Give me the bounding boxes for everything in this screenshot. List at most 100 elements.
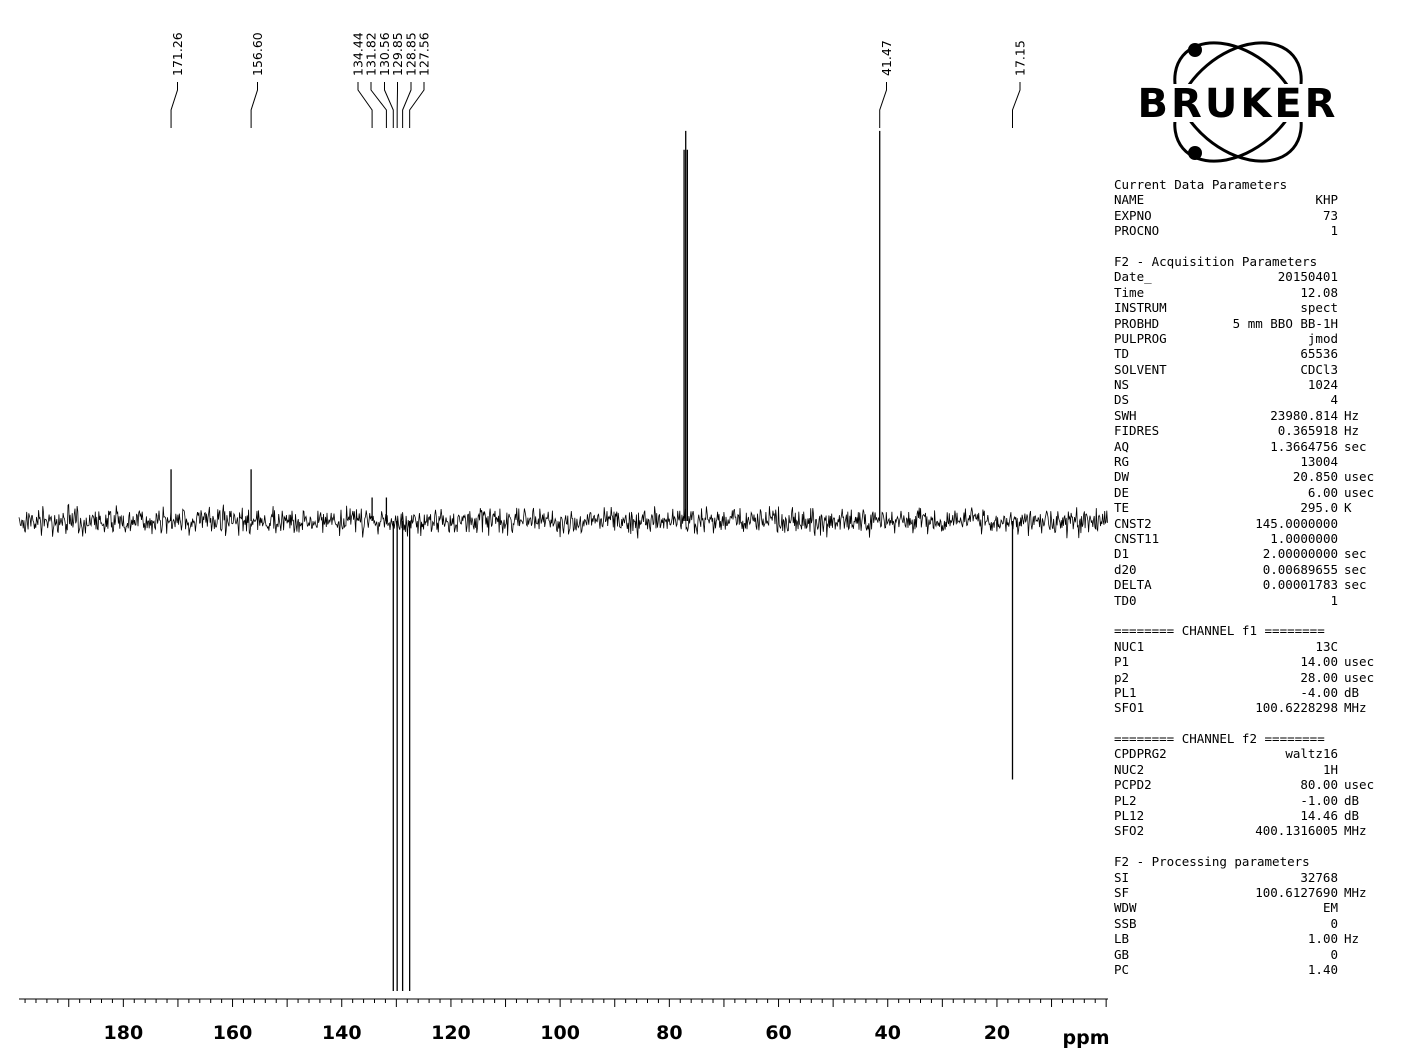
- param-row: PULPROG jmod: [1114, 331, 1426, 346]
- param-row: d20 0.00689655 sec: [1114, 562, 1426, 577]
- param-name: Time: [1114, 284, 1145, 300]
- param-name: SOLVENT: [1114, 361, 1167, 377]
- param-name: NAME: [1114, 192, 1145, 208]
- baseline-noise-trace: [18, 503, 1108, 539]
- param-section-title: F2 - Acquisition Parameters: [1114, 253, 1318, 269]
- param-row: SFO1 100.6228298 MHz: [1114, 700, 1426, 715]
- param-row: NAME KHP: [1114, 192, 1426, 207]
- param-name: NUC2: [1114, 761, 1145, 777]
- param-unit: Hz: [1344, 423, 1360, 439]
- param-name: EXPNO: [1114, 207, 1152, 223]
- param-name: P1: [1114, 654, 1130, 670]
- param-value: 4: [1330, 392, 1338, 408]
- peak-leader-3: [370, 82, 387, 128]
- param-unit: Hz: [1344, 407, 1360, 423]
- param-row: NS 1024: [1114, 377, 1426, 392]
- param-unit: usec: [1344, 469, 1375, 485]
- param-name: DE: [1114, 484, 1130, 500]
- param-value: 80.00: [1300, 777, 1338, 793]
- param-name: CNST2: [1114, 515, 1152, 531]
- param-row: FIDRES 0.365918 Hz: [1114, 423, 1426, 438]
- param-unit: sec: [1344, 438, 1367, 454]
- param-row: AQ 1.3664756 sec: [1114, 439, 1426, 454]
- param-row: PL12 14.46 dB: [1114, 808, 1426, 823]
- param-value: 12.08: [1300, 284, 1338, 300]
- param-row: PROBHD 5 mm BBO BB-1H: [1114, 316, 1426, 331]
- peak-leader-8: [879, 82, 887, 128]
- param-name: TD: [1114, 346, 1130, 362]
- param-name: SF: [1114, 884, 1130, 900]
- param-unit: MHz: [1344, 700, 1367, 716]
- param-row: TD0 1: [1114, 593, 1426, 608]
- param-name: SI: [1114, 869, 1130, 885]
- param-value: 6.00: [1307, 484, 1338, 500]
- param-name: PULPROG: [1114, 330, 1167, 346]
- peak-label-6: 128.85: [404, 32, 419, 76]
- x-tick-label: 140: [322, 1022, 362, 1044]
- param-name: TD0: [1114, 592, 1137, 608]
- peak-leader-9: [1012, 82, 1021, 128]
- param-row: SSB 0: [1114, 916, 1426, 931]
- peak-label-8: 41.47: [879, 40, 894, 76]
- param-value: 32768: [1300, 869, 1338, 885]
- param-section-title: Current Data Parameters: [1114, 177, 1288, 192]
- param-name: p2: [1114, 669, 1130, 685]
- logo-dot-bottom: [1188, 146, 1202, 160]
- param-value: 20150401: [1277, 269, 1338, 285]
- param-name: PL2: [1114, 792, 1137, 808]
- param-value: 28.00: [1300, 669, 1338, 685]
- param-row: p2 28.00 usec: [1114, 670, 1426, 685]
- param-value: 0.00689655: [1262, 561, 1338, 577]
- param-value: 65536: [1300, 346, 1338, 362]
- param-name: LB: [1114, 931, 1130, 947]
- param-unit: sec: [1344, 546, 1367, 562]
- param-value: jmod: [1307, 330, 1338, 346]
- param-name: DW: [1114, 469, 1130, 485]
- logo-orbit-2: [1173, 41, 1303, 163]
- param-value: waltz16: [1285, 746, 1338, 762]
- param-name: DS: [1114, 392, 1130, 408]
- param-name: WDW: [1114, 900, 1137, 916]
- param-unit: MHz: [1344, 823, 1367, 839]
- param-name: PL1: [1114, 684, 1137, 700]
- logo-orbit-1: [1173, 41, 1303, 163]
- param-value: 145.0000000: [1255, 515, 1338, 531]
- param-value: 0: [1330, 946, 1338, 962]
- data-parameters-panel: Current Data Parameters NAME KHP EXPNO 73 PRO…: [1114, 177, 1426, 977]
- param-row: PCPD2 80.00 usec: [1114, 777, 1426, 792]
- param-unit: sec: [1344, 577, 1367, 593]
- x-axis-label: ppm: [1063, 1027, 1110, 1049]
- x-tick-label: 100: [540, 1022, 580, 1044]
- param-value: 0.365918: [1277, 423, 1338, 439]
- param-name: GB: [1114, 946, 1130, 962]
- nmr-spectrum-chart: 171.26 156.60 134.44131.82130.56129.85128.…: [18, 32, 1110, 1049]
- param-value: 1: [1330, 592, 1338, 608]
- param-value: 1: [1330, 223, 1338, 239]
- param-name: SFO1: [1114, 700, 1145, 716]
- param-row: SFO2 400.1316005 MHz: [1114, 823, 1426, 838]
- param-name: CPDPRG2: [1114, 746, 1167, 762]
- peak-label-2: 134.44: [351, 32, 366, 76]
- logo-wordmark: BRUKER: [1138, 81, 1339, 127]
- param-row: WDW EM: [1114, 900, 1426, 915]
- param-unit: Hz: [1344, 931, 1360, 947]
- param-value: 20.850: [1292, 469, 1338, 485]
- param-name: AQ: [1114, 438, 1130, 454]
- param-value: 0.00001783: [1262, 577, 1338, 593]
- peak-leader-0: [170, 82, 178, 128]
- param-name: SSB: [1114, 915, 1137, 931]
- param-value: -4.00: [1300, 684, 1338, 700]
- peak-leader-2: [357, 82, 373, 128]
- param-unit: usec: [1344, 669, 1375, 685]
- param-value: 1.40: [1307, 961, 1338, 977]
- logo-dot-top: [1188, 43, 1202, 57]
- param-row: LB 1.00 Hz: [1114, 931, 1426, 946]
- param-name: d20: [1114, 561, 1137, 577]
- param-section-title: ======== CHANNEL f1 ========: [1114, 623, 1325, 639]
- param-value: 2.00000000: [1262, 546, 1338, 562]
- param-value: CDCl3: [1300, 361, 1338, 377]
- x-tick-label: 160: [213, 1022, 253, 1044]
- param-row: CNST11 1.0000000: [1114, 531, 1426, 546]
- param-value: 400.1316005: [1255, 823, 1338, 839]
- param-name: RG: [1114, 454, 1130, 470]
